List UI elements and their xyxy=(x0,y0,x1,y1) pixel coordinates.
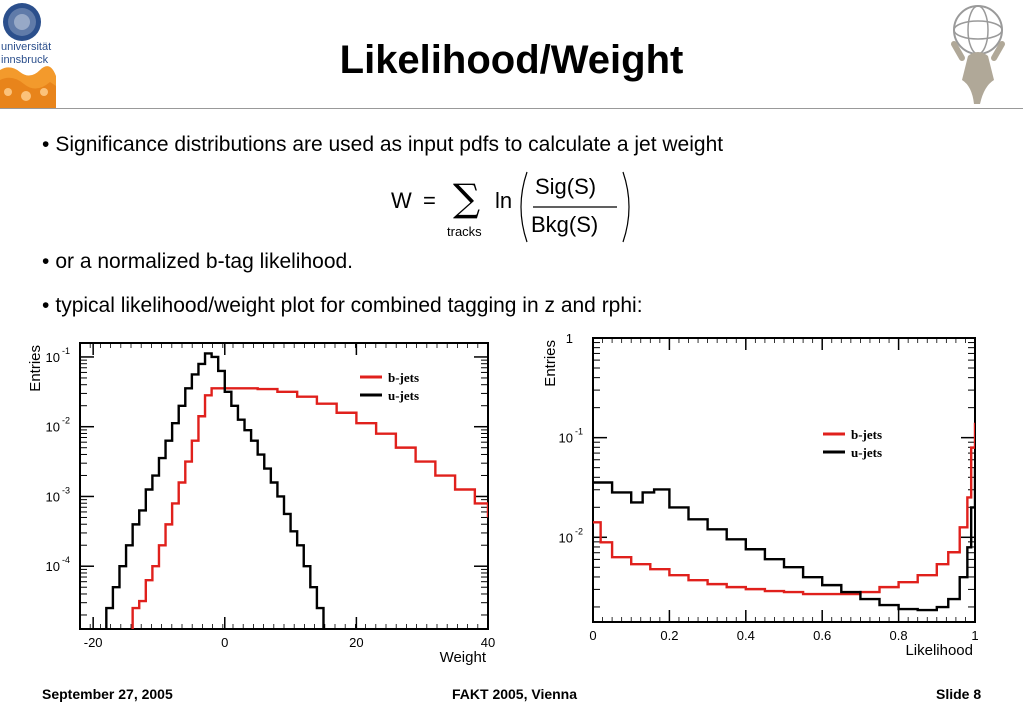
university-logo: universität innsbruck xyxy=(0,0,56,108)
likelihood-plot: 110 -110 -20 0.2 0.4 0.6 0.8 1b-jetsu-jetsLikel… xyxy=(542,331,979,659)
formula-denominator: Bkg(S) xyxy=(531,212,599,237)
y-axis-label: Entries xyxy=(27,345,44,392)
y-tick-label: 10 xyxy=(46,489,60,504)
x-tick-label: 0.4 xyxy=(737,628,755,643)
bullet-dot: • xyxy=(42,250,50,273)
bullet-1: • Significance distributions are used as … xyxy=(42,133,723,157)
y-tick-exponent: -1 xyxy=(62,346,70,356)
weight-formula: W = ∑ tracks ln Sig(S) Bkg(S) xyxy=(385,168,635,246)
sum-symbol: ∑ xyxy=(453,176,481,220)
bullet-dot: • xyxy=(42,133,50,156)
x-tick-label: 0 xyxy=(221,635,228,650)
sum-subscript: tracks xyxy=(447,224,482,239)
y-tick-exponent: -2 xyxy=(62,416,70,426)
x-axis-label: Weight xyxy=(440,649,487,666)
formula-parentheses xyxy=(520,171,630,243)
formula-numerator: Sig(S) xyxy=(535,174,597,199)
weight-plot: 10-110-210-310 -4-20 0 20 40b-jetsu-jetsWeig… xyxy=(27,342,495,666)
logo-text-universitat: universität xyxy=(1,41,51,53)
formula-lhs: W xyxy=(391,188,412,213)
series-line-u-jets xyxy=(105,352,325,629)
footer-date: September 27, 2005 xyxy=(42,686,173,702)
x-tick-label: 0 xyxy=(589,628,596,643)
series-line-u-jets xyxy=(593,467,975,612)
y-tick-label: 10 xyxy=(46,350,60,365)
series-line-b-jets xyxy=(131,387,488,629)
y-tick-exponent: -3 xyxy=(62,485,70,495)
y-tick-label: 10 xyxy=(46,420,60,435)
y-tick-exponent: -2 xyxy=(575,526,583,536)
series-line-b-jets xyxy=(593,422,975,596)
bullet-dot: • xyxy=(42,294,50,317)
y-tick-exponent: -4 xyxy=(62,555,70,565)
legend-label: u-jets xyxy=(851,445,882,460)
x-tick-label: 40 xyxy=(481,635,495,650)
bullet-text: typical likelihood/weight plot for combi… xyxy=(55,294,643,317)
formula-equals: = xyxy=(423,188,436,213)
y-tick-label: 10 xyxy=(46,559,60,574)
y-tick-exponent: -1 xyxy=(575,427,583,437)
x-tick-label: 20 xyxy=(349,635,363,650)
plot-frame xyxy=(592,337,976,623)
y-tick-label: 10 xyxy=(559,530,573,545)
x-tick-label: 0.8 xyxy=(890,628,908,643)
formula-ln: ln xyxy=(495,188,513,213)
x-tick-label: 0.2 xyxy=(660,628,678,643)
x-axis-label: Likelihood xyxy=(905,642,973,659)
y-tick-label: 10 xyxy=(559,431,573,446)
x-tick-label: 0.6 xyxy=(813,628,831,643)
bullet-3: • typical likelihood/weight plot for comb… xyxy=(42,294,643,318)
bullet-text: Significance distributions are used as i… xyxy=(55,133,724,156)
legend-label: b-jets xyxy=(851,427,882,442)
y-tick-label: 1 xyxy=(566,331,573,346)
footer-event: FAKT 2005, Vienna xyxy=(452,686,578,702)
y-axis-label: Entries xyxy=(542,340,559,387)
logo-text-innsbruck: innsbruck xyxy=(1,54,49,66)
bullet-text: or a normalized b-tag likelihood. xyxy=(55,250,354,273)
title-divider xyxy=(0,108,1023,109)
legend-label: u-jets xyxy=(388,388,419,403)
legend-label: b-jets xyxy=(388,370,419,385)
slide-title: Likelihood/Weight xyxy=(339,38,684,82)
x-tick-label: -20 xyxy=(84,635,103,650)
atlas-logo-icon xyxy=(940,0,1023,108)
x-tick-label: 1 xyxy=(971,628,978,643)
plot-frame xyxy=(79,342,489,630)
bullet-2: • or a normalized b-tag likelihood. xyxy=(42,250,353,274)
footer-slide-number: Slide 8 xyxy=(936,686,982,702)
